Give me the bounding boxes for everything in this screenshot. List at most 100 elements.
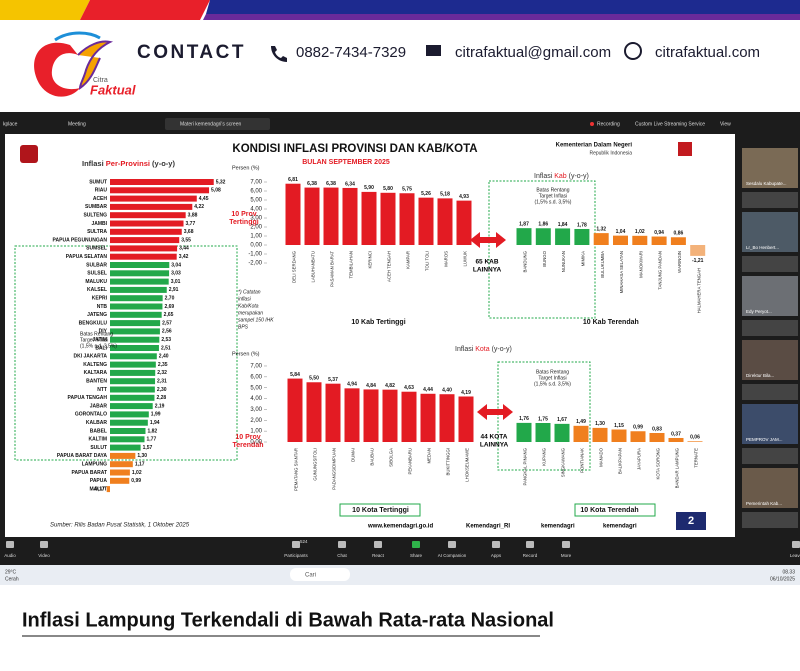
province-label: KALBAR xyxy=(86,420,107,426)
value-label: 5,50 xyxy=(309,376,319,382)
category-label: MIMIKA xyxy=(581,251,586,266)
bar xyxy=(535,228,551,245)
caption: 10 Kab Tertinggi xyxy=(351,319,405,326)
bar xyxy=(437,198,453,245)
value-label: 3,44 xyxy=(179,246,189,252)
toolbar-label[interactable]: More xyxy=(561,553,572,558)
note-line: Tertinggi xyxy=(229,219,258,226)
toolbar-icon[interactable] xyxy=(6,541,14,548)
bar xyxy=(110,428,146,434)
y-tick-label: 6,00 xyxy=(250,189,262,195)
bar xyxy=(110,411,149,418)
participant-name: Edy Peryot... xyxy=(746,309,772,314)
bar xyxy=(110,179,214,185)
participant-tile[interactable] xyxy=(742,468,798,508)
toolbar-icon[interactable] xyxy=(492,541,500,548)
value-label: 1,15 xyxy=(614,423,624,429)
toolbar-icon[interactable] xyxy=(40,541,48,548)
bar xyxy=(110,311,162,318)
y-tick-label: 0,00 xyxy=(250,243,262,249)
value-label: 1,78 xyxy=(577,222,587,228)
headline: Inflasi Lampung Terkendali di Bawah Rata… xyxy=(22,609,554,631)
category-label: PONTIANAK xyxy=(580,448,585,473)
value-label: 6,38 xyxy=(326,181,336,187)
province-label: PAPUA TENGAH xyxy=(68,395,108,401)
bar xyxy=(285,183,301,245)
toolbar-bg xyxy=(0,537,800,565)
toolbar-label[interactable]: Chat xyxy=(337,553,347,558)
others: 65 KAB xyxy=(475,259,498,266)
y-tick-label: -1,00 xyxy=(248,252,262,258)
toolbar-label[interactable]: Share xyxy=(410,553,423,558)
value-label: -1,21 xyxy=(692,258,704,264)
category-label: BAUBAU xyxy=(370,448,375,466)
toolbar-icon[interactable] xyxy=(526,541,534,548)
value-label: 5,75 xyxy=(402,187,412,193)
participant-tile[interactable] xyxy=(742,340,798,380)
toolbar-label[interactable]: AI Companion xyxy=(438,553,467,558)
value-label: 3,42 xyxy=(179,254,189,260)
note-line: Target Inflasi xyxy=(80,337,108,343)
value-label: 2,35 xyxy=(158,362,168,368)
participant-name: Pemerintah Kab... xyxy=(746,501,782,506)
value-label: 2,65 xyxy=(164,312,174,318)
bar xyxy=(593,233,609,245)
view-button[interactable]: View xyxy=(720,121,731,127)
category-label: SIBOLGA xyxy=(389,448,394,467)
note-line: 10 Prov xyxy=(231,211,256,218)
province-label: SULUT xyxy=(90,445,107,451)
t: Inflasi xyxy=(82,159,106,168)
toolbar-label[interactable]: Record xyxy=(523,553,538,558)
toolbar-icon[interactable] xyxy=(292,541,300,548)
toolbar-icon[interactable] xyxy=(562,541,570,548)
value-label: 4,82 xyxy=(385,383,395,389)
note-line: Batas Rentang xyxy=(536,187,569,193)
t: Kab xyxy=(554,173,567,180)
toolbar-label[interactable]: Participants xyxy=(284,553,308,558)
toolbar-icon[interactable] xyxy=(412,541,420,548)
bar xyxy=(304,187,320,245)
value-label: 4,40 xyxy=(442,388,452,394)
search[interactable] xyxy=(290,568,350,581)
toolbar-icon[interactable] xyxy=(338,541,346,548)
y-tick-label: -2,00 xyxy=(248,261,262,267)
caption-box xyxy=(574,503,656,517)
province-label: GORONTALO xyxy=(75,412,107,418)
bar xyxy=(611,429,627,442)
participant-tile[interactable] xyxy=(742,148,798,188)
participant-tile[interactable] xyxy=(742,212,798,252)
category-label: TOLI TOLI xyxy=(425,251,430,271)
toolbar-label[interactable]: Leave xyxy=(790,553,800,558)
toolbar-icon[interactable] xyxy=(792,541,800,548)
note-line: Batas Rentang xyxy=(80,331,113,337)
toolbar-label[interactable]: React xyxy=(372,553,385,558)
toolbar-label[interactable]: Video xyxy=(38,553,50,558)
website: citrafaktual.com xyxy=(655,44,760,61)
toolbar-label[interactable]: Audio xyxy=(4,553,16,558)
y-tick-label: 5,00 xyxy=(250,385,262,391)
value-label: 2,51 xyxy=(161,345,171,351)
bar xyxy=(110,394,155,401)
date: 06/10/2025 xyxy=(770,576,795,582)
toolbar-label[interactable]: Apps xyxy=(491,553,502,558)
phone: 0882-7434-7329 xyxy=(296,44,406,61)
category-label: BALIKPAPAN xyxy=(618,448,623,474)
bar xyxy=(555,228,571,245)
toolbar-icon[interactable] xyxy=(374,541,382,548)
bar xyxy=(323,187,339,245)
bar xyxy=(363,389,379,442)
participant-tile xyxy=(742,448,798,464)
caption: 10 Kab Terendah xyxy=(583,319,639,326)
province-label: MALUT xyxy=(90,486,108,492)
page-number: 2 xyxy=(688,515,694,527)
participant-tile[interactable] xyxy=(742,404,798,444)
province-label: BALI xyxy=(95,345,107,351)
value-label: 1,30 xyxy=(137,453,147,459)
participant-tile xyxy=(742,256,798,272)
participant-tile[interactable] xyxy=(742,276,798,316)
toolbar-icon[interactable] xyxy=(448,541,456,548)
bar xyxy=(110,469,130,476)
province-label: NTB xyxy=(97,304,108,310)
others: 44 KOTA xyxy=(481,434,508,441)
participant-tile xyxy=(742,512,798,528)
